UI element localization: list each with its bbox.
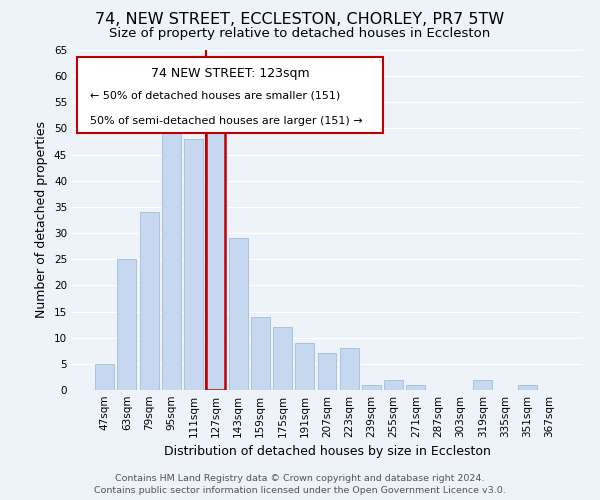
FancyBboxPatch shape	[77, 57, 383, 134]
X-axis label: Distribution of detached houses by size in Eccleston: Distribution of detached houses by size …	[164, 446, 490, 458]
Bar	[362, 385, 381, 390]
Bar	[406, 385, 425, 390]
Text: Size of property relative to detached houses in Eccleston: Size of property relative to detached ho…	[109, 28, 491, 40]
Bar	[184, 139, 203, 390]
Bar	[340, 348, 359, 390]
Bar	[206, 113, 225, 390]
Bar	[140, 212, 158, 390]
Bar	[473, 380, 492, 390]
Bar	[317, 354, 337, 390]
Text: ← 50% of detached houses are smaller (151): ← 50% of detached houses are smaller (15…	[90, 91, 340, 101]
Bar	[251, 317, 270, 390]
Text: 74 NEW STREET: 123sqm: 74 NEW STREET: 123sqm	[151, 67, 310, 80]
Bar	[162, 123, 181, 390]
Text: 50% of semi-detached houses are larger (151) →: 50% of semi-detached houses are larger (…	[90, 116, 362, 126]
Text: 74, NEW STREET, ECCLESTON, CHORLEY, PR7 5TW: 74, NEW STREET, ECCLESTON, CHORLEY, PR7 …	[95, 12, 505, 28]
Bar	[229, 238, 248, 390]
Bar	[95, 364, 114, 390]
Bar	[384, 380, 403, 390]
Y-axis label: Number of detached properties: Number of detached properties	[35, 122, 49, 318]
Text: Contains HM Land Registry data © Crown copyright and database right 2024.
Contai: Contains HM Land Registry data © Crown c…	[94, 474, 506, 495]
Bar	[518, 385, 536, 390]
Bar	[273, 327, 292, 390]
Bar	[118, 259, 136, 390]
Bar	[295, 343, 314, 390]
